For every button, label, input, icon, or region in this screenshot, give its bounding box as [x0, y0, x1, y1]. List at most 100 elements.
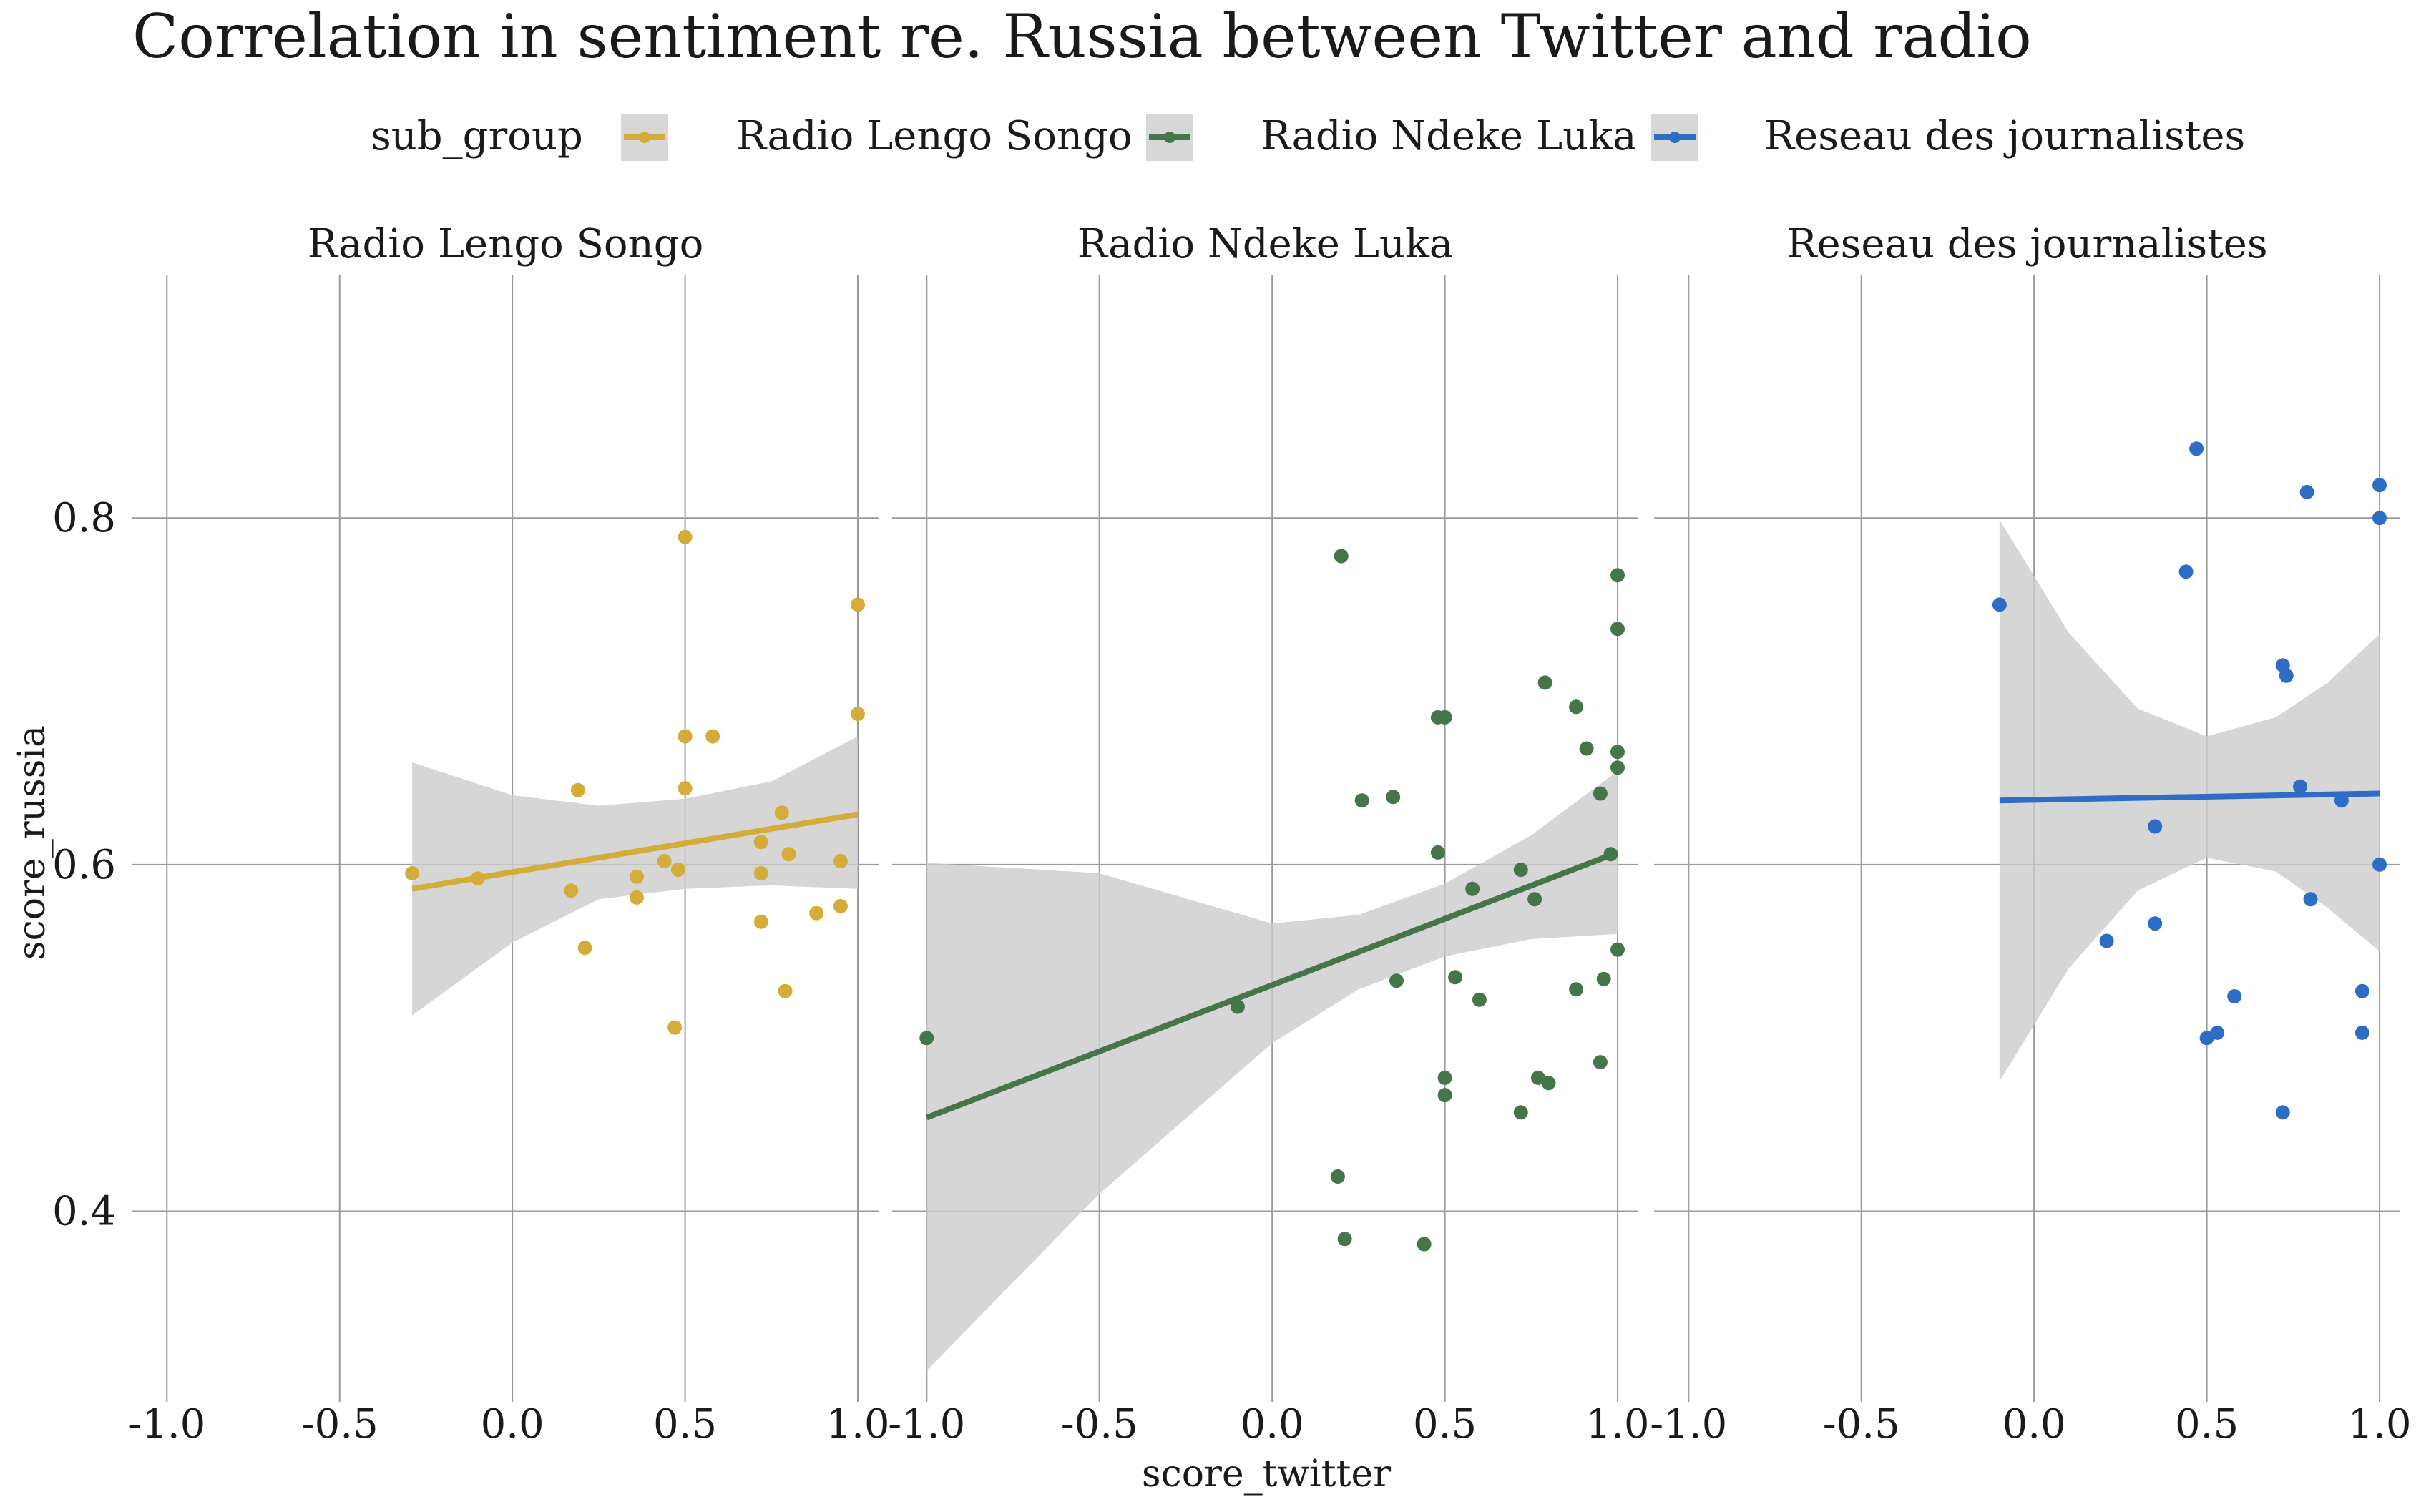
y-tick-label: 0.8 [52, 495, 116, 541]
x-tick-label: 0.0 [1241, 1401, 1304, 1448]
data-point [2372, 478, 2387, 493]
x-tick-label: 0.5 [653, 1401, 717, 1448]
x-tick-label: -0.5 [1823, 1401, 1900, 1448]
data-point [781, 847, 796, 862]
data-point [753, 835, 768, 850]
data-point [1992, 597, 2007, 612]
data-point [753, 866, 768, 880]
data-point [833, 854, 848, 868]
facet-strip-label: Radio Ndeke Luka [1077, 221, 1454, 267]
data-point [1430, 845, 1445, 860]
data-point [774, 805, 789, 820]
data-point [405, 866, 420, 880]
y-tick-label: 0.4 [52, 1188, 116, 1234]
data-point [753, 914, 768, 929]
data-point [570, 782, 585, 797]
x-tick-label: -1.0 [888, 1401, 965, 1448]
data-point [1437, 1070, 1452, 1085]
x-tick-label: -0.5 [301, 1401, 378, 1448]
chart-title: Correlation in sentiment re. Russia betw… [132, 1, 2032, 72]
data-point [2227, 989, 2242, 1003]
y-axis: 0.4 0.6 0.8 [52, 495, 116, 1234]
trend-line [925, 850, 1619, 1121]
legend-dot-reseau-des-journalistes [1669, 132, 1681, 143]
x-tick-label: -1.0 [1650, 1401, 1727, 1448]
data-point [851, 707, 865, 721]
data-point [1386, 790, 1401, 805]
data-point [1593, 1055, 1608, 1070]
data-point [2178, 564, 2194, 579]
trend-line [411, 811, 859, 892]
facet-strip-label: Radio Lengo Songo [308, 221, 704, 267]
legend-label-reseau-des-journalistes: Reseau des journalistes [1764, 113, 2245, 159]
data-point [630, 890, 644, 905]
data-point [1330, 1169, 1345, 1184]
data-point [1437, 1088, 1452, 1103]
x-tick-label: 0.0 [481, 1401, 544, 1448]
facet-panels: Radio Lengo Songo-1.0 -0.5 0.0 0.5 1.0Radio … [128, 221, 2411, 1448]
trend-line [1999, 790, 2380, 804]
x-tick-label: 1.0 [826, 1401, 889, 1448]
data-point [2210, 1025, 2225, 1040]
data-point [1513, 863, 1528, 878]
data-point [630, 869, 644, 884]
facet-strip-label: Reseau des journalistes [1786, 221, 2267, 267]
data-point [778, 983, 793, 998]
data-point [1610, 745, 1625, 760]
data-point [564, 883, 579, 898]
x-tick-label: 0.0 [2002, 1401, 2066, 1448]
data-point [1527, 892, 1542, 907]
data-point [1569, 699, 1584, 715]
data-point [1541, 1076, 1556, 1091]
data-point [1448, 970, 1463, 985]
data-point [1337, 1232, 1352, 1247]
facet-panel-radio-lengo-songo: Radio Lengo Songo -1.0 -0.5 0.0 0.5 1.0 [128, 221, 889, 1448]
data-point [2372, 511, 2387, 526]
data-point [833, 899, 848, 913]
data-point [667, 1020, 683, 1035]
legend-label-radio-lengo-songo: Radio Lengo Songo [736, 113, 1133, 159]
data-point [809, 905, 824, 921]
data-point [2279, 668, 2294, 683]
data-point [2275, 1105, 2290, 1120]
legend-dot-radio-lengo-songo [639, 132, 650, 143]
data-point [1334, 549, 1349, 564]
data-point [670, 863, 685, 878]
data-point [2148, 819, 2163, 834]
legend-item-radio-ndeke-luka: Radio Ndeke Luka [1146, 113, 1637, 161]
data-point [1610, 568, 1625, 583]
x-tick-label: 0.5 [2175, 1401, 2239, 1448]
x-axis-title: score_twitter [1142, 1453, 1391, 1496]
facet-panel-radio-ndeke-luka: Radio Ndeke Luka -1.0 -0.5 0.0 0.5 1.0 [888, 221, 1649, 1448]
data-point [1417, 1237, 1432, 1252]
data-point [657, 854, 672, 868]
data-point [1569, 982, 1584, 997]
x-tick-label: 0.5 [1413, 1401, 1477, 1448]
data-point [1610, 760, 1625, 775]
data-point [2293, 779, 2307, 794]
data-point [2372, 857, 2387, 872]
x-tick-label: 1.0 [1585, 1401, 1649, 1448]
data-point [678, 529, 693, 544]
data-point [678, 781, 693, 796]
data-point [577, 941, 592, 956]
data-point [2354, 1025, 2369, 1040]
legend-dot-radio-ndeke-luka [1164, 132, 1175, 143]
y-axis-title: score_russia [11, 725, 54, 960]
data-point [851, 597, 865, 612]
data-point [2299, 484, 2314, 499]
data-point [1610, 622, 1625, 637]
x-tick-label: 1.0 [2347, 1401, 2411, 1448]
data-point [1579, 741, 1594, 756]
legend-item-radio-lengo-songo: Radio Lengo Songo [621, 113, 1133, 161]
x-tick-label: -1.0 [128, 1401, 205, 1448]
data-point [2148, 916, 2163, 931]
facet-panel-reseau-des-journalistes: Reseau des journalistes -1.0 -0.5 0.0 0.5 1.0 [1650, 221, 2411, 1448]
data-point [1610, 942, 1625, 957]
legend-title: sub_group [371, 113, 583, 159]
legend-item-reseau-des-journalistes: Reseau des journalistes [1651, 113, 2245, 161]
data-point [1230, 999, 1245, 1014]
data-point [1472, 992, 1487, 1007]
y-tick-label: 0.6 [52, 842, 116, 888]
data-point [1465, 881, 1480, 896]
